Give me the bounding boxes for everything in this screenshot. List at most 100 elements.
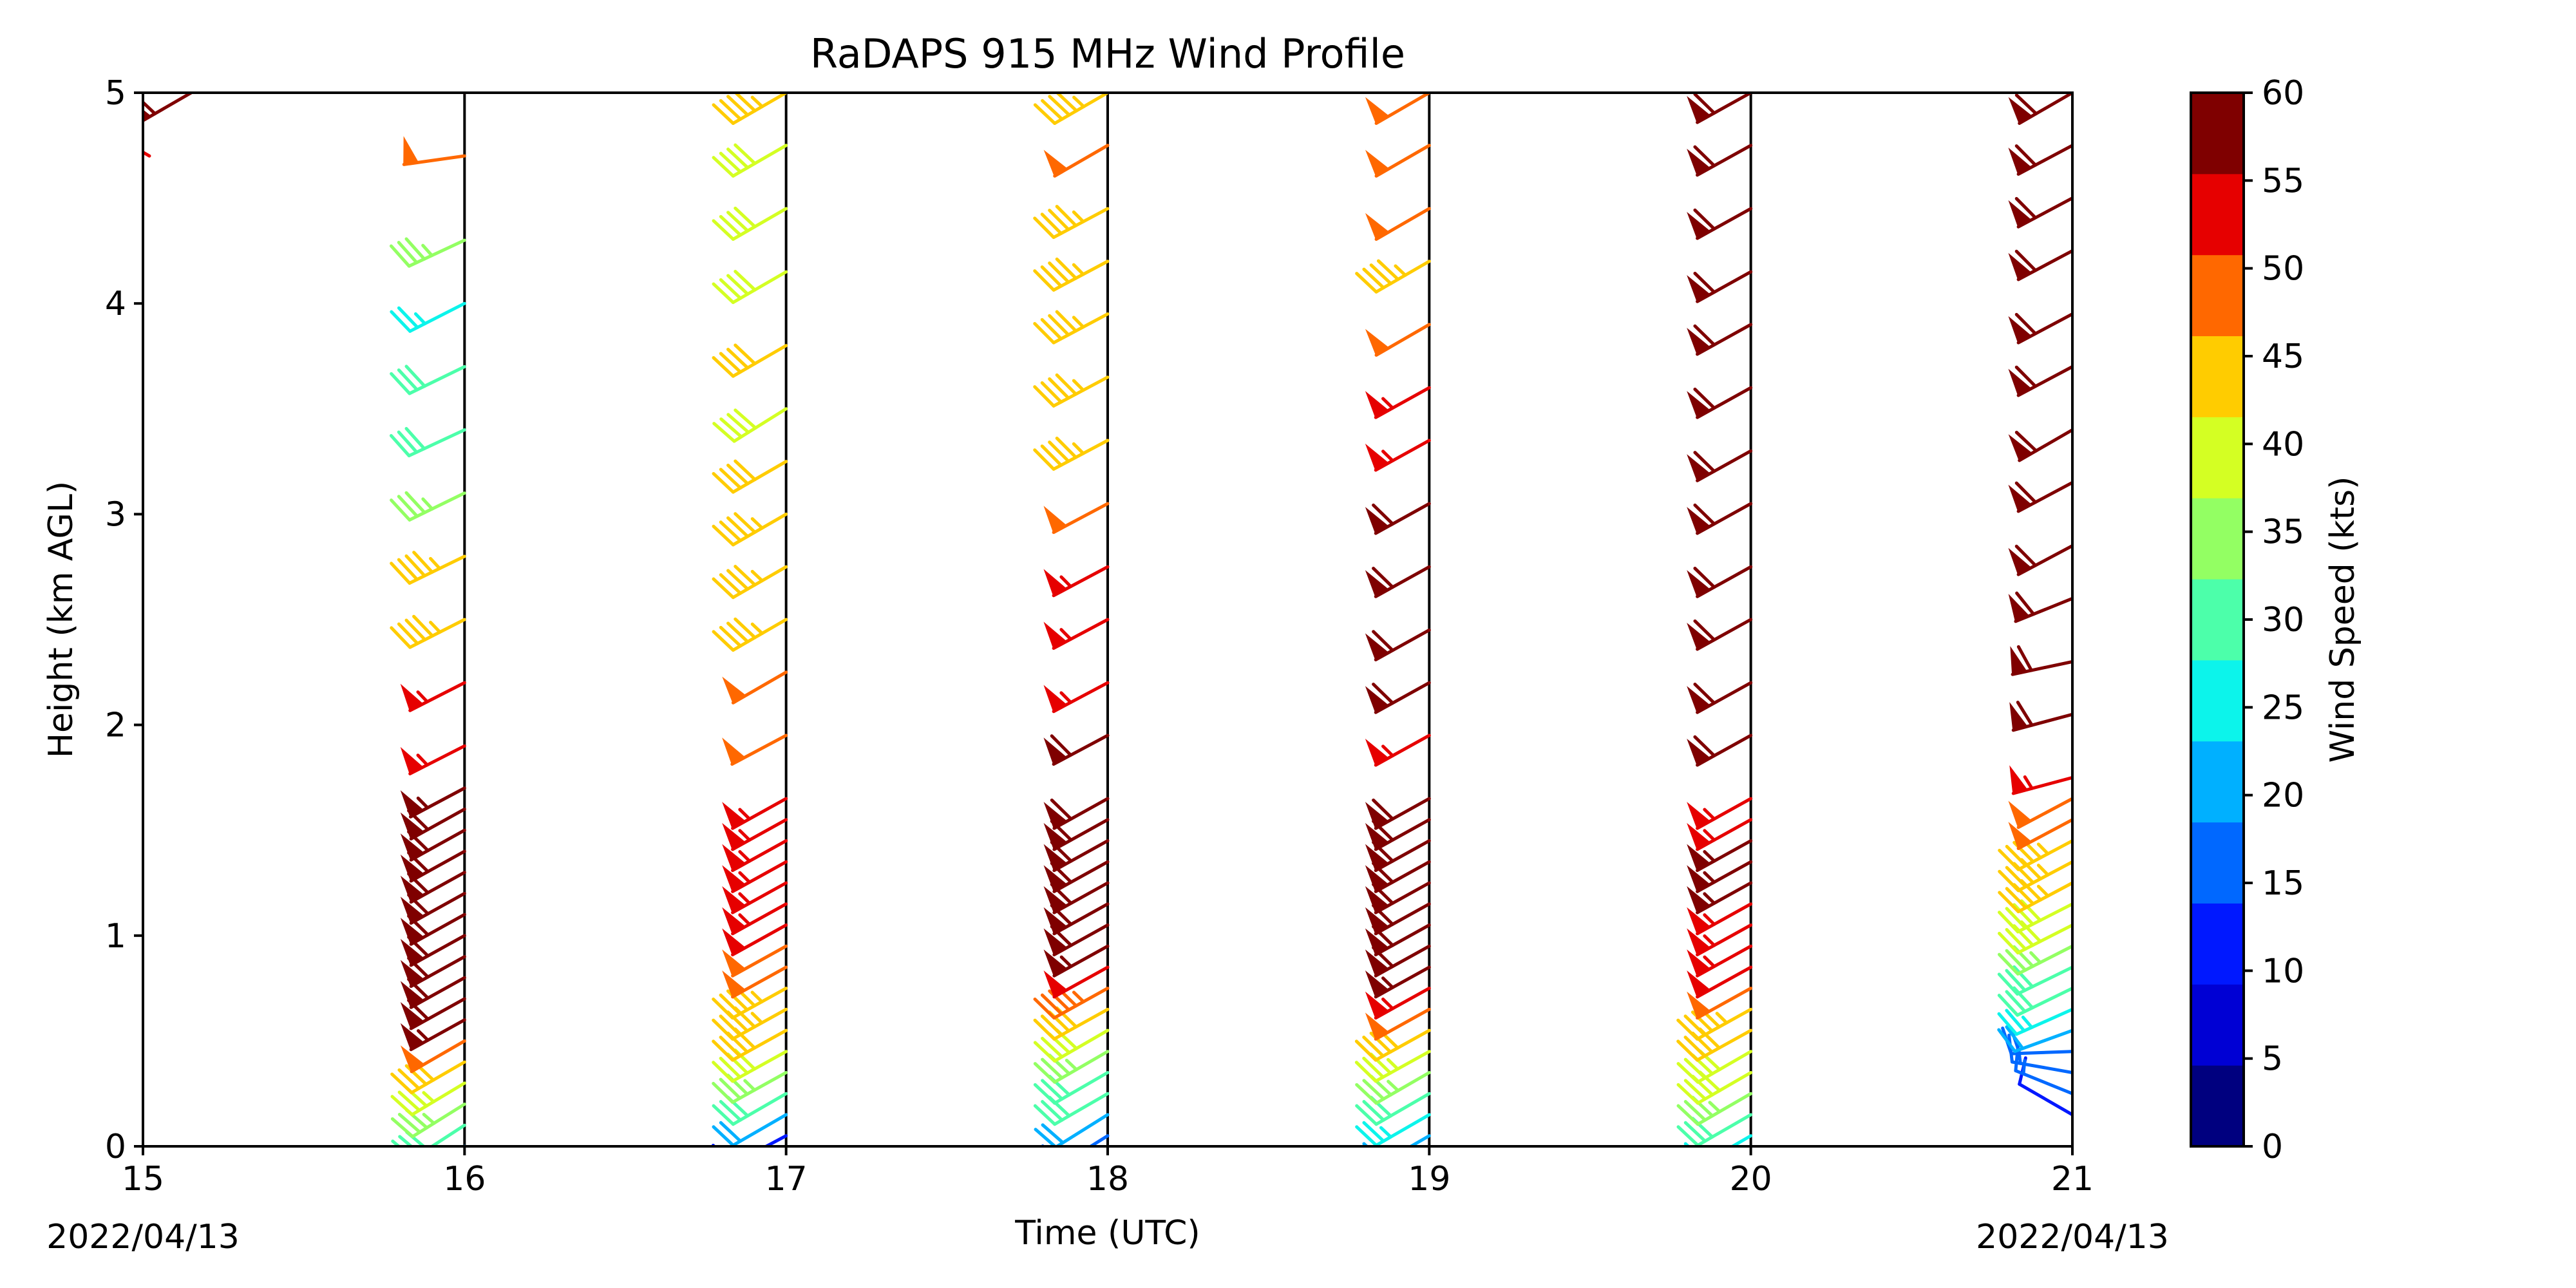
wind-barb bbox=[1365, 628, 1431, 661]
barb-half-feather bbox=[1072, 210, 1085, 223]
barb-feather bbox=[2005, 887, 2028, 909]
wind-barb bbox=[1997, 986, 2072, 1017]
barb-feather bbox=[1040, 444, 1063, 467]
wind-barb bbox=[2008, 144, 2072, 176]
barb-feather bbox=[397, 622, 419, 645]
wind-barb bbox=[390, 1081, 466, 1117]
barb-feather bbox=[143, 100, 157, 115]
barb-feather bbox=[1040, 381, 1063, 404]
barb-feather bbox=[1041, 1144, 1046, 1146]
barb-feather bbox=[1997, 972, 2020, 996]
barb-feather bbox=[719, 1100, 743, 1122]
barb-half-feather bbox=[1059, 955, 1073, 969]
barb-feather bbox=[2014, 481, 2038, 504]
barb-half-feather bbox=[1072, 379, 1085, 392]
barb-flag bbox=[2009, 702, 2029, 732]
wind-barb bbox=[1043, 944, 1110, 978]
barb-half-feather bbox=[416, 753, 429, 767]
barb-feather bbox=[719, 352, 743, 374]
wind-barb bbox=[390, 614, 466, 649]
barb-feather bbox=[1055, 310, 1078, 333]
barb-shaft bbox=[731, 1028, 788, 1062]
wind-barb bbox=[2008, 591, 2072, 623]
colorbar-tick-label: 25 bbox=[2262, 688, 2304, 727]
wind-barb bbox=[1043, 818, 1110, 851]
barb-feather bbox=[2016, 645, 2033, 672]
barb-half-feather bbox=[2021, 1016, 2034, 1029]
barb-half-feather bbox=[1072, 95, 1086, 108]
barb-flag bbox=[1687, 739, 1711, 766]
barb-feather bbox=[1033, 997, 1056, 1020]
wind-barb bbox=[1687, 860, 1753, 893]
barb-feather bbox=[712, 630, 735, 652]
barb-feather bbox=[404, 1064, 428, 1086]
x-tick-label: 17 bbox=[765, 1160, 808, 1198]
wind-barb bbox=[722, 881, 788, 914]
barb-shaft bbox=[731, 207, 788, 241]
barb-shaft bbox=[2013, 1028, 2072, 1054]
barb-flag bbox=[1365, 907, 1390, 935]
barb-flag bbox=[1687, 212, 1711, 240]
barb-feather bbox=[719, 1036, 742, 1058]
barb-shaft bbox=[731, 1113, 788, 1146]
wind-barb bbox=[2008, 480, 2072, 513]
wind-barb bbox=[1033, 436, 1110, 471]
barb-shaft bbox=[408, 618, 466, 649]
barb-feather bbox=[1033, 216, 1056, 240]
barb-feather bbox=[726, 95, 750, 117]
barb-flag bbox=[1365, 328, 1390, 356]
barb-feather bbox=[1676, 1104, 1700, 1126]
barb-shaft bbox=[1052, 439, 1110, 471]
barb-flag bbox=[1365, 739, 1390, 766]
x-tick-label: 20 bbox=[1730, 1160, 1772, 1198]
barb-half-feather bbox=[750, 95, 764, 108]
barb-feather bbox=[1357, 1148, 1376, 1166]
grid-lines bbox=[463, 93, 2074, 1146]
barb-feather bbox=[1355, 1125, 1378, 1146]
wind-barb bbox=[712, 1070, 788, 1104]
barb-shaft bbox=[731, 987, 788, 1020]
colorbar-tick-label: 60 bbox=[2262, 74, 2304, 113]
wind-barb bbox=[712, 1092, 788, 1126]
barb-feather bbox=[726, 347, 750, 370]
barb-flag bbox=[1687, 454, 1711, 482]
wind-barb bbox=[1998, 944, 2072, 976]
wind-barb bbox=[1043, 144, 1110, 178]
wind-barb bbox=[1997, 1025, 2072, 1054]
barb-half-feather bbox=[1072, 990, 1085, 1003]
wind-barb bbox=[390, 365, 466, 395]
barb-half-feather bbox=[1059, 691, 1073, 705]
barb-feather bbox=[1997, 1028, 2017, 1054]
wind-barb bbox=[1365, 502, 1431, 535]
wind-barb bbox=[1033, 93, 1110, 125]
barb-feather bbox=[1354, 1061, 1378, 1083]
barb-half-feather bbox=[421, 243, 434, 258]
barb-flag bbox=[2008, 252, 2032, 281]
wind-barb bbox=[2008, 312, 2072, 345]
barb-feather bbox=[397, 430, 419, 454]
barb-half-feather bbox=[1394, 264, 1407, 277]
barb-shaft bbox=[1088, 1134, 1110, 1146]
barb-feather bbox=[719, 214, 743, 237]
barb-feather bbox=[2014, 93, 2038, 115]
wind-barb bbox=[722, 965, 788, 999]
colorbar-tick-label: 40 bbox=[2262, 425, 2304, 464]
barb-flag bbox=[722, 737, 746, 765]
wind-barb bbox=[143, 93, 193, 123]
wind-barb bbox=[1043, 565, 1110, 598]
colorbar-segment bbox=[2191, 498, 2244, 580]
wind-barb bbox=[389, 237, 466, 268]
barb-flag bbox=[2008, 97, 2033, 124]
barb-feather bbox=[726, 147, 750, 169]
barb-half-feather bbox=[738, 849, 752, 863]
barb-shaft bbox=[411, 1103, 466, 1139]
wind-barb bbox=[722, 944, 788, 978]
barb-flag bbox=[1365, 928, 1390, 956]
barb-feather bbox=[389, 244, 411, 268]
barb-shaft bbox=[1052, 1007, 1110, 1041]
barb-flag bbox=[2010, 646, 2028, 676]
barb-flag bbox=[1043, 506, 1068, 534]
barb-feather bbox=[1676, 1018, 1700, 1041]
barb-feather bbox=[1997, 994, 2020, 1017]
barb-feather bbox=[1048, 209, 1070, 231]
